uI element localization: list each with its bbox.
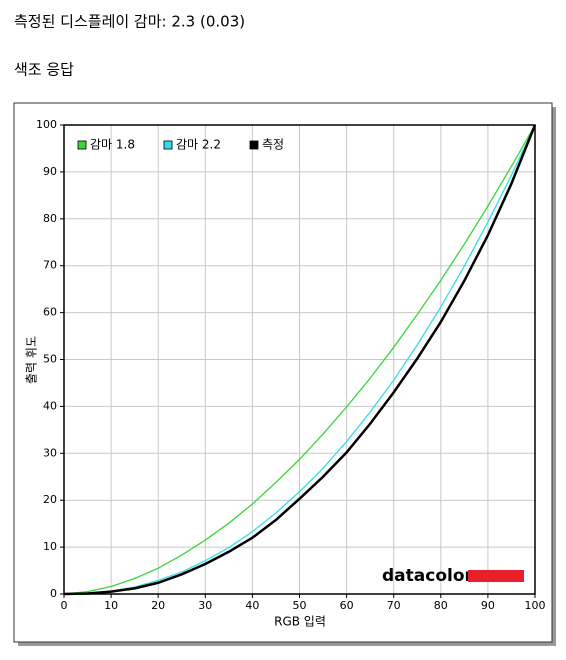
logo-bar bbox=[468, 570, 524, 582]
x-tick-label: 0 bbox=[61, 599, 68, 612]
legend-label: 측정 bbox=[262, 138, 284, 152]
legend-label: 감마 2.2 bbox=[176, 138, 221, 152]
x-tick-label: 10 bbox=[104, 599, 118, 612]
legend-label: 감마 1.8 bbox=[90, 138, 135, 152]
y-tick-label: 80 bbox=[43, 212, 57, 225]
y-tick-label: 10 bbox=[43, 540, 57, 553]
series-line bbox=[63, 124, 536, 595]
x-tick-label: 90 bbox=[481, 599, 495, 612]
y-axis-label: 출력 휘도 bbox=[25, 336, 39, 384]
x-axis-label: RGB 입력 bbox=[274, 615, 326, 629]
x-tick-label: 50 bbox=[293, 599, 307, 612]
y-tick-label: 100 bbox=[36, 118, 57, 131]
y-tick-label: 60 bbox=[43, 306, 57, 319]
y-tick-label: 40 bbox=[43, 399, 57, 412]
plot-border bbox=[63, 124, 536, 595]
y-tick-label: 0 bbox=[50, 587, 57, 600]
y-tick-label: 70 bbox=[43, 259, 57, 272]
legend-swatch bbox=[249, 140, 259, 150]
x-tick-label: 40 bbox=[245, 599, 259, 612]
legend-swatch bbox=[77, 140, 87, 150]
x-tick-label: 60 bbox=[340, 599, 354, 612]
x-tick-label: 70 bbox=[387, 599, 401, 612]
logo-text: datacolor bbox=[382, 566, 474, 586]
x-tick-label: 100 bbox=[525, 599, 546, 612]
x-tick-label: 30 bbox=[198, 599, 212, 612]
x-tick-label: 20 bbox=[151, 599, 165, 612]
y-tick-label: 30 bbox=[43, 446, 57, 459]
series-line bbox=[63, 124, 536, 595]
y-tick-label: 90 bbox=[43, 165, 57, 178]
section-title: 색조 응답 bbox=[14, 61, 74, 79]
series-line bbox=[63, 124, 537, 596]
x-tick-label: 80 bbox=[434, 599, 448, 612]
page-title: 측정된 디스플레이 감마: 2.3 (0.03) bbox=[14, 13, 245, 31]
y-tick-label: 50 bbox=[43, 353, 57, 366]
y-tick-label: 20 bbox=[43, 493, 57, 506]
legend-swatch bbox=[163, 140, 173, 150]
